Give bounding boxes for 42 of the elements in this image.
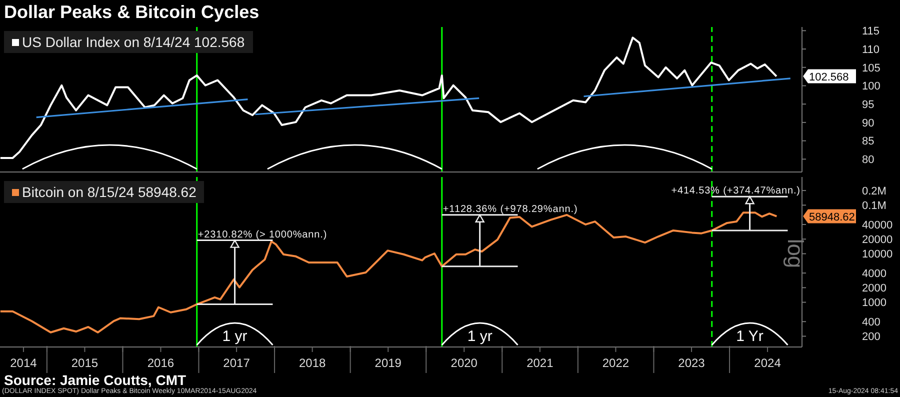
x-tick-label: 2018 [298,356,326,370]
y-tick-label: 95 [862,98,874,111]
x-tick-label: 2024 [754,356,782,370]
annotation: +414.53% (+374.47%ann.) [671,186,800,197]
y-tick-label: 1000 [862,297,886,310]
x-tick-label: 2016 [147,356,174,370]
annotation: +2310.82% (> 1000%ann.) [198,229,327,240]
y-tick-label: 100 [862,80,880,93]
y-tick-label: 0.1M [862,200,886,212]
x-tick-label: 2023 [678,356,706,370]
legend-label: US Dollar Index on 8/14/24 102.568 [22,34,245,50]
x-tick-label: 2015 [71,356,98,370]
annotation: +1128.36% (+978.29%ann.) [442,204,578,215]
chart-title: Dollar Peaks & Bitcoin Cycles [4,2,260,23]
y-tick-label: 400 [862,316,880,329]
y-tick-label: 200 [862,331,880,344]
y-tick-label: 110 [862,44,880,56]
y-tick-label: 10000 [862,248,893,261]
y-tick-label: 2000 [862,282,886,295]
y-tick-label: 85 [862,136,874,148]
annotation: 1 yr [222,328,248,345]
y-tick-label: 105 [862,62,880,74]
annotation: 1 yr [467,328,492,345]
text: 102.568 [809,71,849,84]
legend-label: Bitcoin on 8/15/24 58948.62 [22,184,196,200]
y-tick-label: 90 [862,117,874,130]
x-tick-label: 2019 [374,356,402,370]
x-tick-label: 2022 [602,356,630,370]
y-tick-label: 40000 [862,219,893,232]
x-tick-label: 2014 [10,356,38,370]
y-tick-label: 115 [862,26,880,38]
y-tick-label: 20000 [862,234,893,246]
y-tick-label: 80 [862,154,874,166]
source-note: Source: Jamie Coutts, CMT [4,372,188,388]
x-tick-label: 2021 [526,356,554,370]
annotation: 1 Yr [736,328,764,345]
x-tick-label: 2020 [450,356,478,370]
y-tick-label: 4000 [862,268,886,280]
annotation: log [783,238,808,268]
y-tick-label: 0.2M [862,185,886,198]
x-tick-label: 2017 [223,356,250,370]
text: 58948.62 [809,211,855,224]
